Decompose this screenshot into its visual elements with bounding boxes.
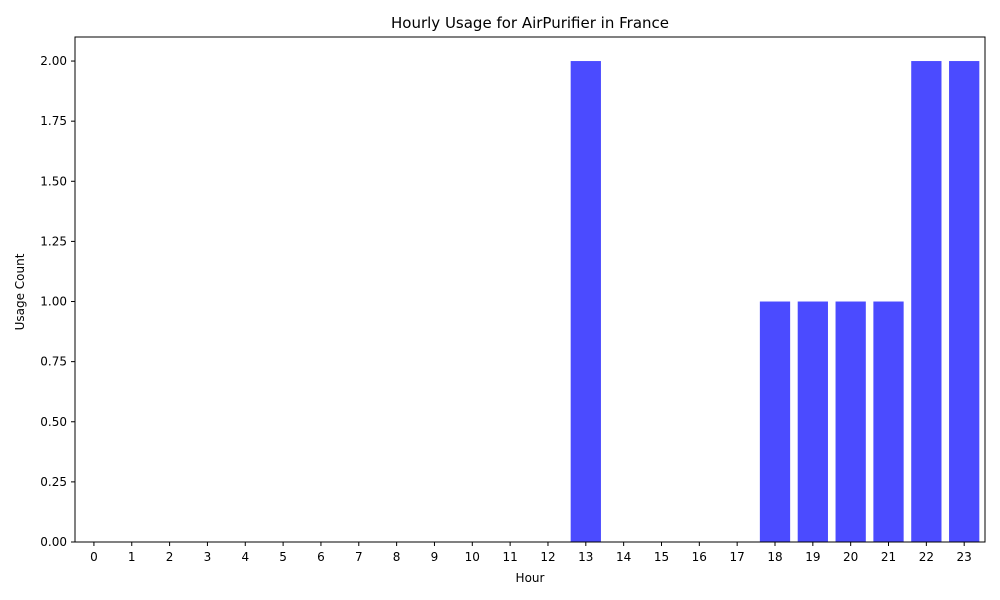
x-tick-label: 2	[166, 550, 174, 564]
x-tick-label: 13	[578, 550, 593, 564]
x-axis-label: Hour	[516, 571, 545, 585]
bars-group	[570, 61, 980, 543]
x-tick-label: 0	[90, 550, 98, 564]
y-tick-label: 1.25	[40, 234, 67, 248]
bar-hour-22	[911, 61, 942, 543]
bar-hour-23	[949, 61, 980, 543]
x-tick-label: 6	[317, 550, 325, 564]
x-tick-label: 4	[241, 550, 249, 564]
bar-hour-21	[873, 301, 904, 542]
plot-frame	[74, 36, 986, 543]
y-tick-label: 2.00	[40, 54, 67, 68]
x-tick-label: 15	[654, 550, 669, 564]
x-tick-label: 19	[805, 550, 820, 564]
y-tick-label: 0.25	[40, 475, 67, 489]
x-tick-label: 17	[730, 550, 745, 564]
x-tick-label: 5	[279, 550, 287, 564]
x-tick-label: 23	[957, 550, 972, 564]
bar-hour-13	[570, 61, 601, 543]
x-tick-label: 1	[128, 550, 136, 564]
y-tick-label: 0.75	[40, 355, 67, 369]
y-tick-label: 1.75	[40, 114, 67, 128]
x-tick-label: 18	[767, 550, 782, 564]
x-axis-ticks: 0 1 2 3 4 5 6 7 8 9 10 11 12 13 14 15 16 17 18 19 20 21 22 23	[90, 542, 972, 564]
x-tick-label: 9	[431, 550, 439, 564]
x-tick-label: 3	[204, 550, 212, 564]
x-tick-label: 14	[616, 550, 631, 564]
x-tick-label: 10	[465, 550, 480, 564]
y-axis-ticks: 0.00 0.25 0.50 0.75 1.00 1.25 1.50 1.75 2.00	[40, 54, 75, 549]
x-tick-label: 16	[692, 550, 707, 564]
y-tick-label: 0.00	[40, 535, 67, 549]
chart-title: Hourly Usage for AirPurifier in France	[391, 14, 669, 32]
y-tick-label: 1.00	[40, 295, 67, 309]
bar-hour-18	[759, 301, 791, 542]
x-tick-label: 12	[540, 550, 555, 564]
x-tick-label: 8	[393, 550, 401, 564]
y-tick-label: 1.50	[40, 174, 67, 188]
x-tick-label: 7	[355, 550, 363, 564]
y-tick-label: 0.50	[40, 415, 67, 429]
x-tick-label: 20	[843, 550, 858, 564]
x-tick-label: 21	[881, 550, 896, 564]
bar-hour-19	[797, 301, 828, 542]
x-tick-label: 22	[919, 550, 934, 564]
bar-hour-20	[835, 301, 866, 542]
x-tick-label: 11	[502, 550, 517, 564]
y-axis-label: Usage Count	[13, 253, 27, 330]
